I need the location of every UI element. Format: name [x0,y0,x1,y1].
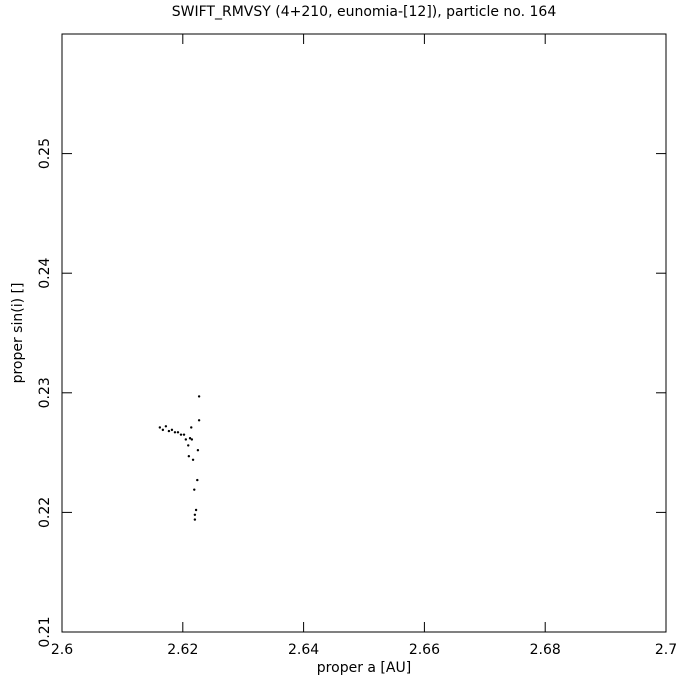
point [173,431,177,434]
y-axis-label: proper sin(i) [] [10,283,26,384]
point [164,425,168,428]
y-tick-label: 0.21 [37,616,53,647]
point [197,395,201,398]
point [182,433,186,436]
x-tick-label: 2.6 [51,642,73,658]
point [187,444,190,447]
point [167,429,171,433]
point [193,518,197,521]
point [196,449,200,452]
y-tick-label: 0.22 [37,497,53,528]
point [193,488,196,491]
point [158,426,162,429]
point [170,428,174,432]
x-tick-label: 2.64 [288,642,319,658]
x-tick-label: 2.66 [409,642,440,658]
point [176,431,180,434]
x-axis-label: proper a [AU] [317,660,411,676]
point [190,438,194,441]
chart-title: SWIFT_RMVSY (4+210, eunomia-[12]), parti… [172,4,557,20]
x-tick-label: 2.68 [530,642,561,658]
point [161,428,165,432]
y-tick-label: 0.25 [37,138,53,169]
point [193,513,197,516]
point [184,438,188,441]
x-tick-label: 2.7 [655,642,677,658]
point [190,426,193,429]
point [179,433,183,436]
plot-frame [61,33,667,633]
point [196,478,199,482]
point [187,454,191,458]
y-tick-label: 0.24 [37,258,53,289]
y-tick-label: 0.23 [37,377,53,408]
point [188,437,192,440]
point [191,458,195,461]
x-tick-label: 2.62 [167,642,198,658]
point [194,508,198,512]
point [197,419,201,422]
